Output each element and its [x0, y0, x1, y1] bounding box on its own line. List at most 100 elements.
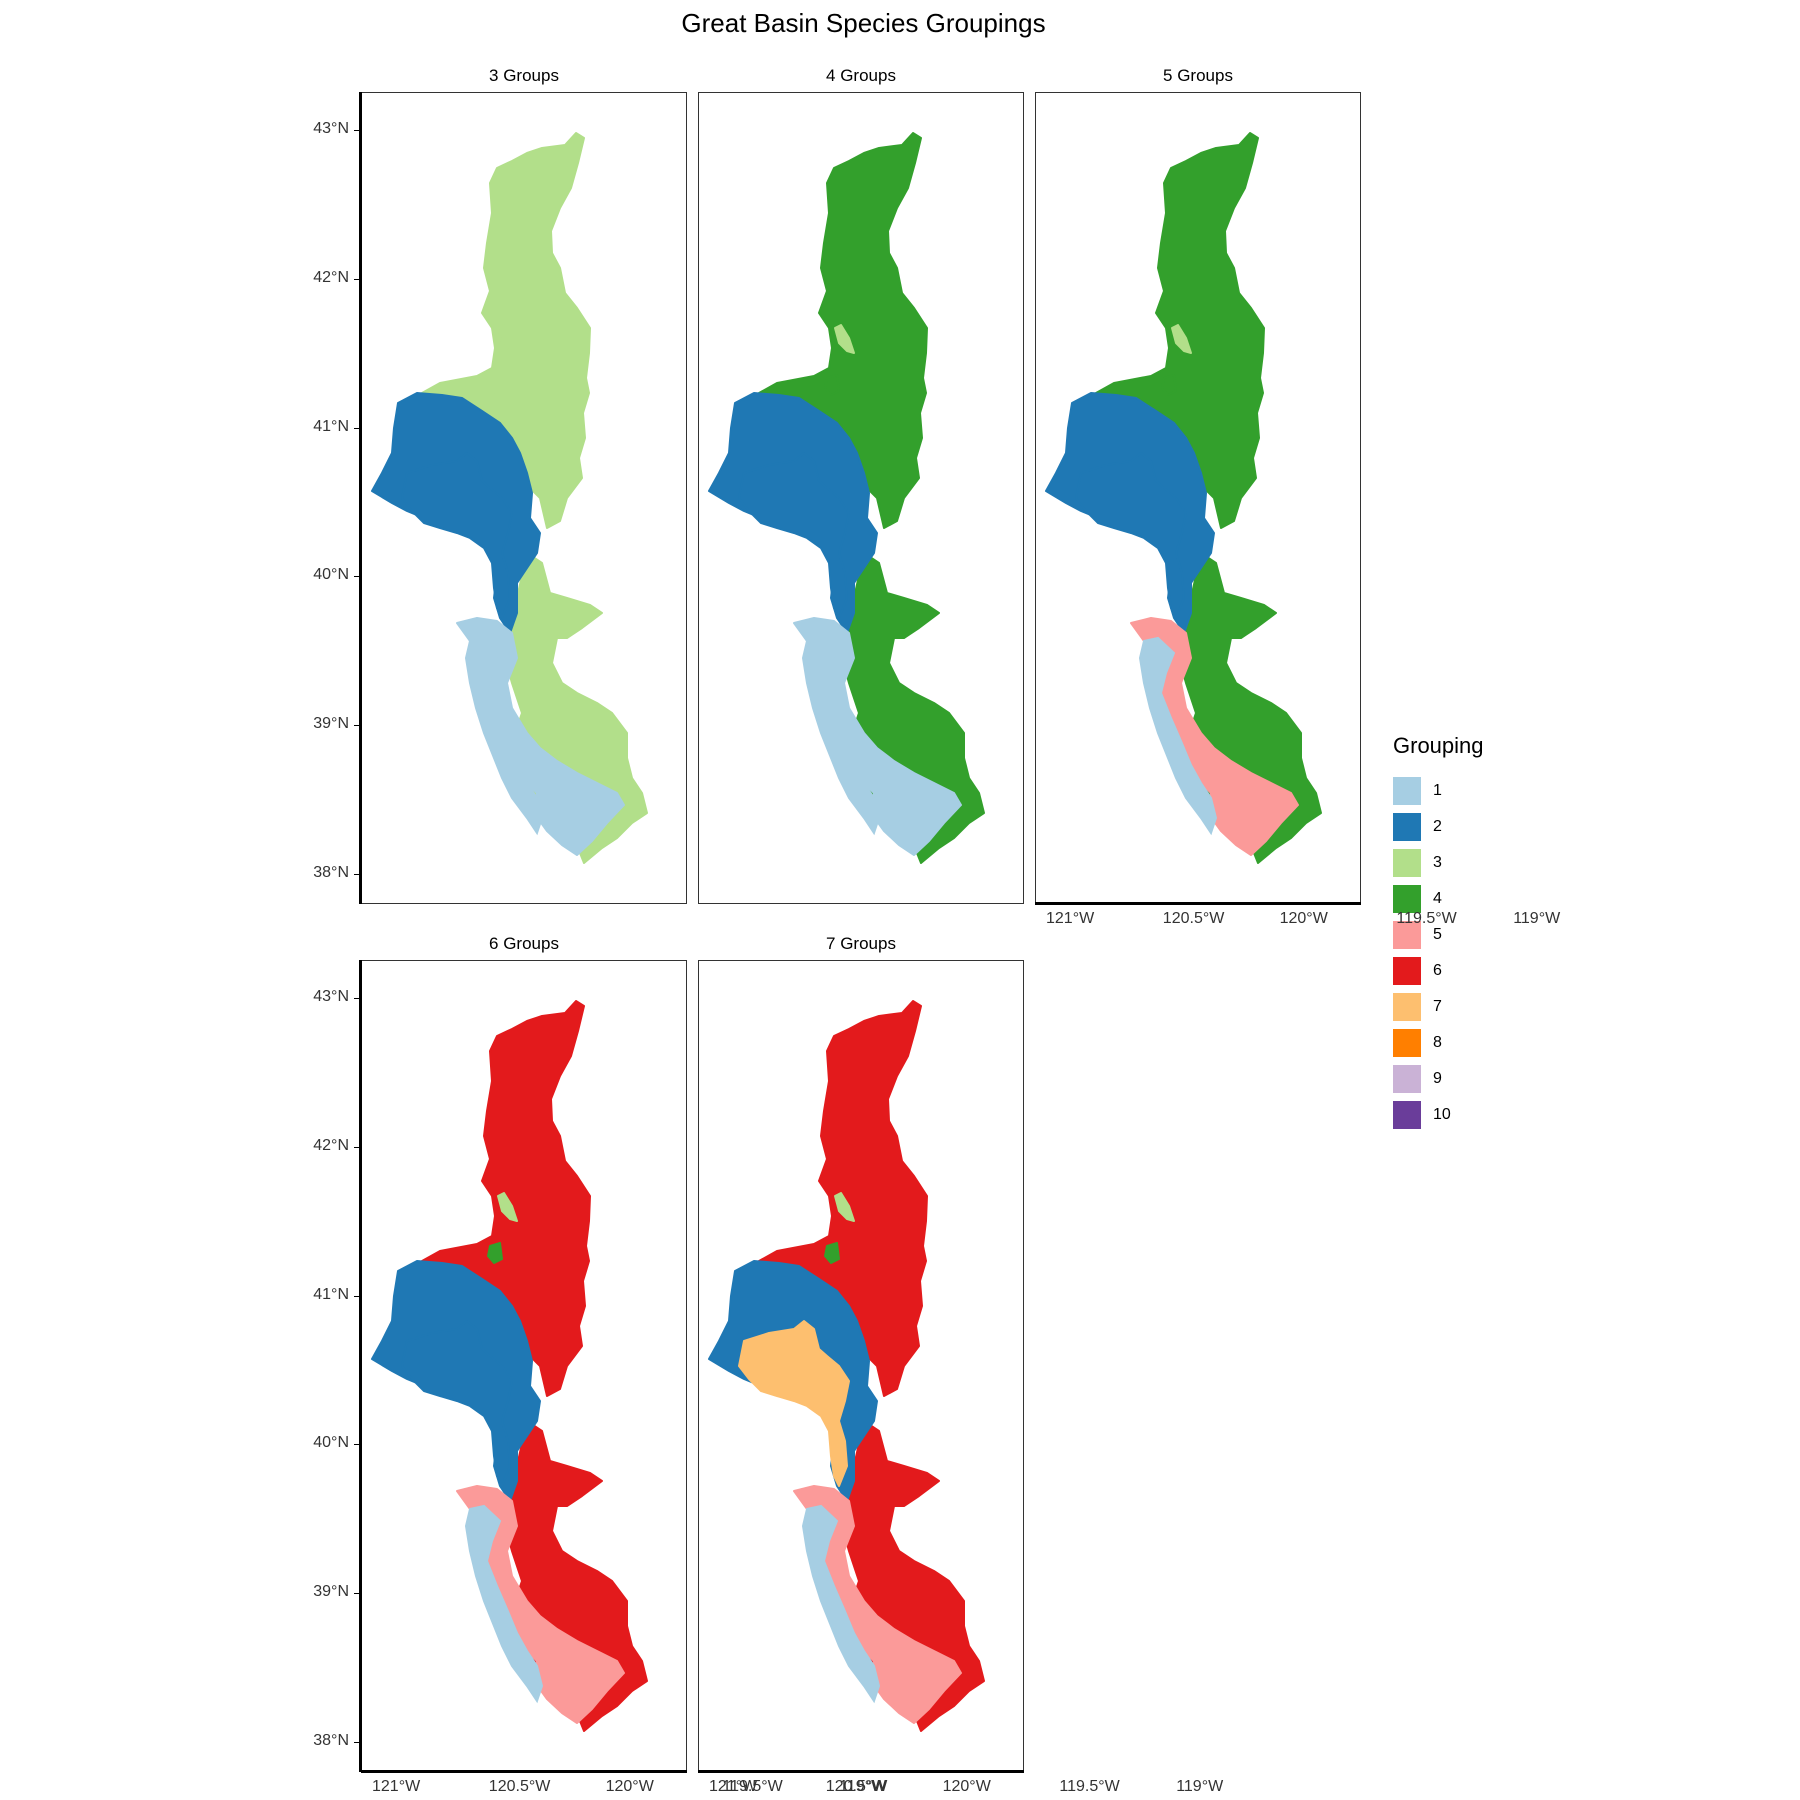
- legend-label: 3: [1433, 854, 1442, 871]
- legend-item: 10: [1393, 1097, 1484, 1133]
- x-tick-label: 119°W: [1513, 910, 1561, 927]
- x-tick-label: 120.5°W: [825, 1778, 888, 1795]
- y-tick-label: 42°N: [313, 268, 349, 286]
- facet-title: 4 Groups: [826, 66, 896, 85]
- map-frame: [361, 960, 687, 1772]
- x-tick-label: 119.5°W: [1059, 1778, 1120, 1795]
- y-tick-label: 41°N: [313, 417, 349, 435]
- y-tick-label: 41°N: [313, 1285, 349, 1303]
- x-tick-label: 119°W: [839, 1778, 887, 1795]
- legend-item: 9: [1393, 1061, 1484, 1097]
- region-small-a: [1171, 324, 1192, 354]
- x-tick-label: 121°W: [372, 1778, 421, 1795]
- region-west-inner: [738, 1320, 850, 1487]
- legend-label: 7: [1433, 998, 1442, 1015]
- map-svg: [371, 132, 648, 864]
- legend: Grouping 1 2 3 4 5 6 7 8 9 10: [1393, 733, 1484, 1133]
- legend-label: 6: [1433, 962, 1442, 979]
- x-tick-label: 120°W: [942, 1778, 991, 1795]
- facet-panel: 3 Groups: [361, 60, 687, 904]
- facet-title: 7 Groups: [826, 934, 896, 953]
- legend-swatch: [1393, 885, 1421, 913]
- facet-panel: 7 Groups: [698, 928, 1024, 1772]
- x-tick-label: 121°W: [1046, 910, 1095, 927]
- y-tick: [354, 874, 359, 875]
- y-tick: [354, 1593, 359, 1595]
- region-small-b: [487, 1242, 503, 1264]
- region-west-inner: [401, 1320, 513, 1487]
- region-south-west: [801, 1504, 881, 1704]
- legend-items: 1 2 3 4 5 6 7 8 9 10: [1393, 773, 1484, 1133]
- region-small-b: [1161, 374, 1177, 396]
- x-axis-line: [698, 1770, 1024, 1773]
- legend-item: 5: [1393, 917, 1484, 953]
- legend-swatch: [1393, 849, 1421, 877]
- map-frame: [1035, 92, 1361, 904]
- legend-swatch: [1393, 921, 1421, 949]
- region-west-inner: [401, 452, 513, 619]
- y-tick-label: 42°N: [313, 1136, 349, 1154]
- region-small-a: [834, 1192, 855, 1222]
- y-tick-label: 40°N: [313, 566, 349, 584]
- region-west-inner: [738, 452, 850, 619]
- y-tick-label: 38°N: [313, 1732, 349, 1749]
- legend-label: 10: [1433, 1106, 1451, 1123]
- map-svg: [371, 1000, 648, 1732]
- legend-label: 4: [1433, 890, 1442, 907]
- legend-item: 1: [1393, 773, 1484, 809]
- y-tick-label: 43°N: [313, 120, 349, 137]
- map-svg: [1045, 132, 1322, 864]
- x-tick-label: 120°W: [1279, 910, 1328, 927]
- x-tick-label: 120°W: [605, 1778, 654, 1795]
- y-tick: [354, 725, 359, 727]
- y-axis-line: [359, 960, 362, 1772]
- legend-swatch: [1393, 1101, 1421, 1129]
- facet-panel: 4 Groups: [698, 60, 1024, 904]
- y-tick-label: 38°N: [313, 864, 349, 881]
- region-small-b: [487, 374, 503, 396]
- legend-item: 6: [1393, 953, 1484, 989]
- legend-swatch: [1393, 957, 1421, 985]
- region-small-b: [824, 374, 840, 396]
- legend-label: 2: [1433, 818, 1442, 835]
- y-tick: [354, 1444, 359, 1446]
- x-tick-label: 120.5°W: [488, 1778, 551, 1795]
- region-south-west: [1138, 636, 1218, 836]
- legend-label: 1: [1433, 782, 1442, 799]
- facet-title: 5 Groups: [1163, 66, 1233, 85]
- legend-swatch: [1393, 813, 1421, 841]
- legend-item: 3: [1393, 845, 1484, 881]
- map-frame: [698, 960, 1024, 1772]
- y-tick: [354, 278, 359, 280]
- y-tick: [354, 998, 359, 999]
- y-tick-label: 40°N: [313, 1434, 349, 1452]
- region-south-west: [464, 1504, 544, 1704]
- y-tick-label: 43°N: [313, 988, 349, 1005]
- region-small-b: [824, 1242, 840, 1264]
- region-south-west: [801, 636, 881, 836]
- legend-swatch: [1393, 777, 1421, 805]
- x-axis-line: [1035, 902, 1361, 905]
- region-small-a: [497, 1192, 518, 1222]
- legend-swatch: [1393, 1065, 1421, 1093]
- facet-title: 6 Groups: [489, 934, 559, 953]
- map-frame: [361, 92, 687, 904]
- x-axis-line: [361, 1770, 687, 1773]
- y-tick: [354, 576, 359, 578]
- legend-item: 7: [1393, 989, 1484, 1025]
- legend-title: Grouping: [1393, 733, 1484, 758]
- x-tick-label: 120.5°W: [1162, 910, 1225, 927]
- x-tick-label: 121°W: [709, 1778, 758, 1795]
- legend-item: 8: [1393, 1025, 1484, 1061]
- facet-panel: 5 Groups: [1035, 60, 1361, 904]
- y-tick: [354, 1295, 359, 1297]
- legend-item: 4: [1393, 881, 1484, 917]
- region-small-a: [834, 324, 855, 354]
- plot-title: Great Basin Species Groupings: [681, 8, 1046, 38]
- legend-label: 8: [1433, 1034, 1442, 1051]
- y-tick-label: 39°N: [313, 715, 349, 733]
- region-west-inner: [1075, 452, 1187, 619]
- facet-panel: 6 Groups: [361, 928, 687, 1772]
- region-small-a: [497, 324, 518, 354]
- legend-label: 9: [1433, 1070, 1442, 1087]
